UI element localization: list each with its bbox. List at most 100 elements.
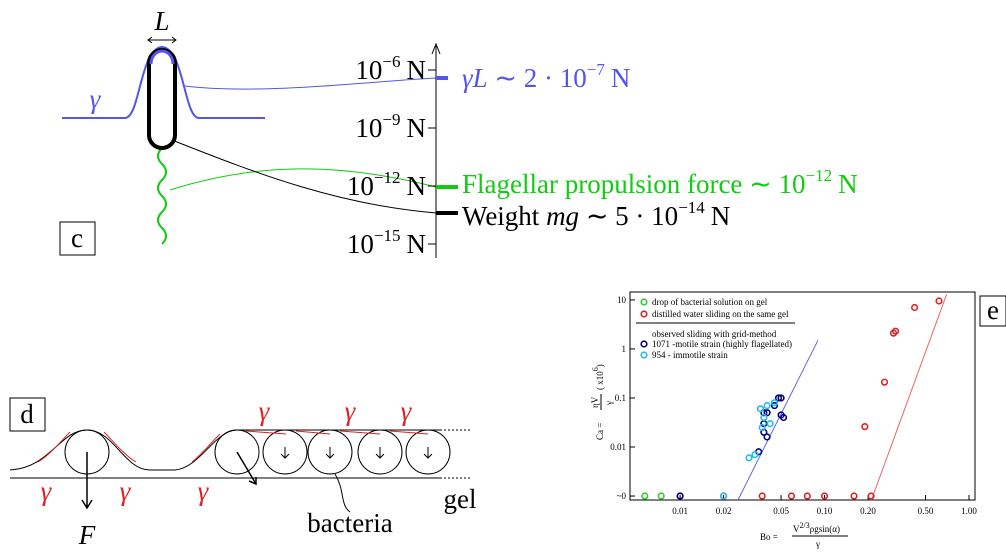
panel-d-text: d γ γ γ γ γ γ F bacteria gel (20, 396, 476, 550)
force-arrow (81, 452, 93, 510)
legend-heading: observed sliding with grid-method (652, 329, 777, 339)
unit: N (407, 171, 427, 201)
panel-d (9, 397, 470, 513)
x-tick-label: 0.02 (716, 506, 732, 516)
base: 10 (355, 113, 382, 143)
panel-e: e Ca = ηV γ ( x106) Bo = V2/3ρgsin(α) γ … (590, 291, 1006, 549)
panel-label: d (20, 399, 34, 429)
point (777, 394, 785, 402)
tick-label: 10−9 N (355, 110, 426, 143)
force-ticks: 10−6 N10−9 N10−12 N10−15 N (347, 52, 436, 259)
exp: 2/3 (800, 521, 810, 530)
unit: N (407, 229, 427, 259)
point (770, 399, 779, 407)
text: V (793, 524, 800, 534)
text: Bo = (760, 532, 778, 542)
arrowheads (147, 36, 177, 44)
tension-label: γ (41, 476, 53, 506)
exp: −12 (806, 166, 833, 185)
y-tick-label: 0.1 (615, 393, 626, 403)
text: ∼ 5 · 10 (579, 201, 678, 231)
point (641, 492, 649, 500)
panel-box (9, 397, 46, 432)
unit: ( x106) (591, 364, 605, 390)
tension-label: γ (345, 396, 357, 426)
text: Ca = (595, 423, 605, 440)
point (758, 423, 766, 432)
liquid-film (9, 429, 440, 471)
exp: −7 (587, 60, 606, 79)
y-tick-label: 1 (622, 344, 627, 354)
tension-label: γ (90, 84, 102, 114)
bacterium (262, 429, 308, 475)
force-label: F (78, 520, 96, 550)
x-axis-label: Bo = V2/3ρgsin(α) γ (760, 521, 848, 549)
x-tick-label: 0.05 (773, 506, 789, 516)
point (760, 413, 768, 422)
bacterium (307, 429, 353, 475)
panel-box (979, 295, 1006, 327)
tension-label: γ (120, 476, 132, 506)
point (880, 378, 889, 386)
var: γL (462, 63, 488, 93)
point (745, 454, 753, 462)
connector (184, 77, 437, 90)
legend-marker (640, 351, 648, 359)
y-tick-label: 10 (617, 295, 627, 305)
exp: −14 (678, 198, 705, 217)
tension-label: γ (401, 396, 413, 426)
point (758, 492, 766, 500)
panel-c: L γ 10−6 N10−9 N10−12 N10−15 N γL ∼ 2 · 10−7… (59, 6, 858, 259)
point (910, 303, 919, 312)
legend-label: distilled water sliding on the same gel (652, 309, 789, 319)
fit-line (870, 294, 948, 501)
point (861, 423, 869, 431)
bacterium (357, 429, 403, 475)
x-tick-label: 0.20 (860, 506, 876, 516)
panel-label: e (987, 295, 999, 325)
point (657, 492, 665, 500)
unit: N (838, 169, 858, 199)
tension-label: γ (198, 476, 210, 506)
surface-annotation: γL ∼ 2 · 10−7 N (462, 60, 630, 93)
point (676, 492, 684, 500)
y-tick-label: ~0 (617, 491, 627, 501)
panel-box (59, 221, 96, 256)
motion-arrow (236, 451, 257, 486)
text: Weight (462, 201, 546, 231)
connector (171, 139, 437, 214)
flagella-annotation: Flagellar propulsion force ∼ 10−12 N (462, 166, 858, 199)
x-tick-label: 0.01 (672, 506, 688, 516)
point (774, 394, 783, 402)
legend-marker (640, 298, 648, 306)
gel-label: gel (444, 484, 477, 514)
point (820, 492, 829, 500)
text: γ (604, 401, 614, 406)
unit: N (611, 63, 631, 93)
text: ) (595, 364, 605, 367)
fit-line (737, 340, 819, 502)
point (891, 327, 900, 335)
point (751, 450, 759, 459)
y-axis-label: Ca = ηV γ ( x106) (590, 364, 614, 440)
exp: −12 (374, 168, 401, 187)
tick-label: 10−6 N (355, 52, 426, 85)
point (763, 401, 771, 410)
base: 10 (355, 55, 382, 85)
text: V2/3ρgsin(α) (793, 521, 840, 534)
point (803, 492, 811, 500)
small-arrows (280, 447, 433, 459)
legend-marker (640, 310, 648, 318)
flagellum (157, 147, 167, 245)
bacterium (405, 429, 451, 475)
text: Flagellar propulsion force ∼ 10 (462, 169, 806, 199)
base: 10 (347, 171, 374, 201)
panel-label: c (71, 223, 83, 253)
tension-label: γ (259, 396, 271, 426)
bacterium (147, 48, 177, 150)
legend-label: 954 - immotile strain (652, 350, 728, 360)
legend-label: drop of bacterial solution on gel (652, 297, 768, 307)
bacteria-pointer (334, 473, 351, 513)
point (777, 411, 785, 419)
